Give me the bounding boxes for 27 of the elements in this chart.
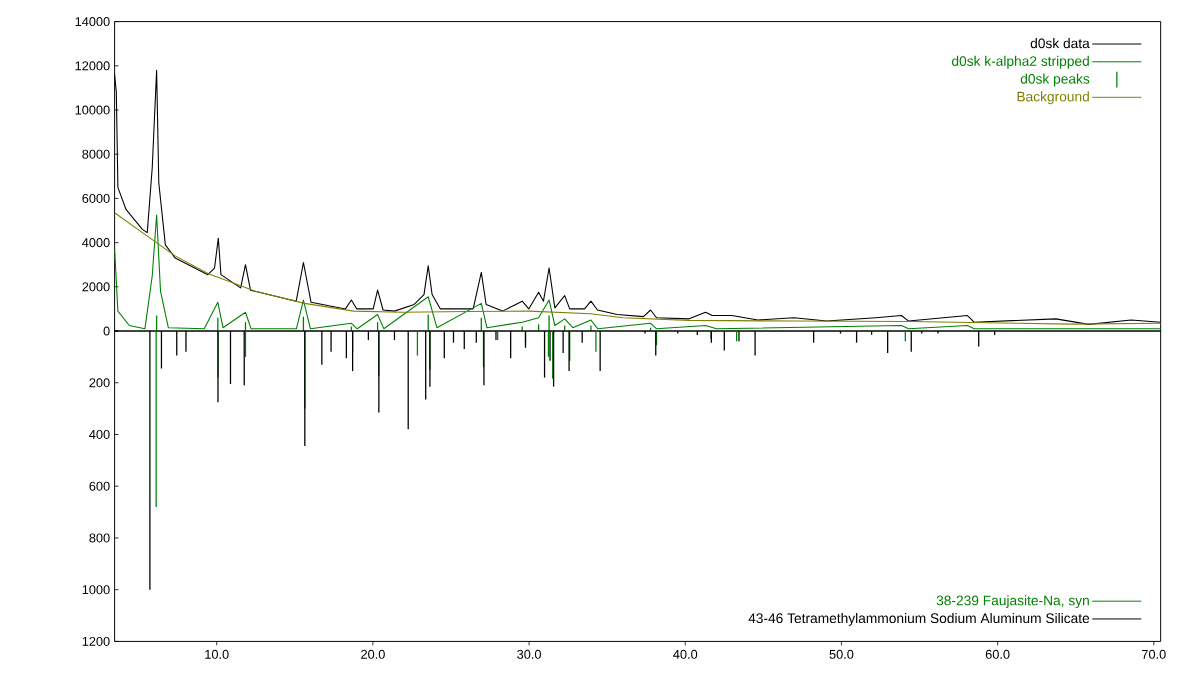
- x-tick-label: 20.0: [361, 650, 385, 660]
- legend-label: Background: [1017, 91, 1089, 105]
- y-tick-label: 10000: [75, 105, 110, 115]
- y-tick-label: 800: [89, 533, 110, 543]
- x-tick-label: 70.0: [1142, 650, 1166, 660]
- y-tick-label: 400: [89, 430, 110, 440]
- x-tick-label: 30.0: [517, 650, 542, 660]
- y-tick-label: 2000: [82, 282, 110, 292]
- x-tick-label: 10.0: [205, 650, 229, 660]
- legend-label: d0sk peaks: [1020, 73, 1090, 87]
- y-tick-label: 12000: [75, 61, 110, 71]
- y-tick-label: 6000: [82, 194, 110, 204]
- y-tick-label: 600: [89, 481, 110, 491]
- y-tick-label: 1200: [82, 637, 110, 647]
- y-tick-label: 200: [89, 378, 110, 388]
- legend-label: d0sk data: [1030, 38, 1090, 49]
- x-tick-label: 40.0: [673, 650, 698, 660]
- y-tick-label: 0: [103, 326, 110, 336]
- y-tick-label: 14000: [75, 17, 110, 27]
- y-tick-label: 1000: [82, 585, 110, 595]
- x-tick-label: 60.0: [985, 650, 1010, 660]
- x-tick-label: 50.0: [829, 650, 854, 660]
- legend-label: d0sk k-alpha2 stripped: [952, 56, 1089, 69]
- y-tick-label: 8000: [82, 149, 110, 159]
- y-tick-label: 4000: [82, 238, 110, 248]
- legend-label: 38-239 Faujasite-Na, syn: [936, 595, 1089, 609]
- legend-label: 43-46 Tetramethylammonium Sodium Aluminum Silicate: [748, 613, 1090, 627]
